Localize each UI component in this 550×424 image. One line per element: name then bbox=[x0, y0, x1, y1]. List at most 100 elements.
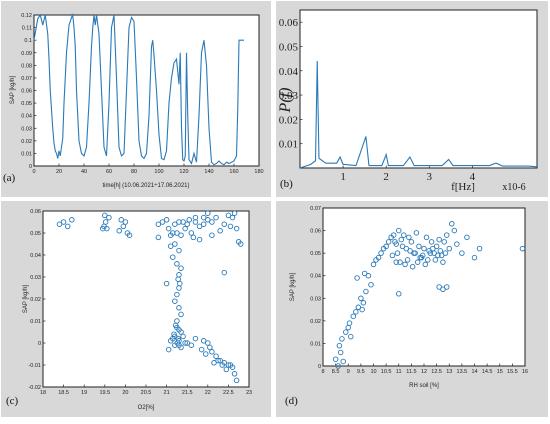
y-tick-label: 0.02 bbox=[30, 297, 41, 303]
data-point bbox=[397, 259, 403, 265]
data-point bbox=[233, 225, 240, 232]
data-point bbox=[229, 214, 236, 221]
data-point bbox=[413, 230, 420, 236]
data-point bbox=[233, 377, 240, 384]
data-point bbox=[120, 223, 127, 230]
data-point bbox=[182, 340, 188, 346]
y-tick-label: 0.11 bbox=[22, 26, 32, 32]
x-tick-label: 15.5 bbox=[507, 369, 518, 375]
data-point bbox=[430, 245, 436, 252]
data-point bbox=[178, 329, 184, 335]
y-tick-label: 0 bbox=[29, 164, 32, 170]
data-point bbox=[519, 245, 526, 252]
panel-d-xlabel: RH soil [%] bbox=[409, 383, 439, 389]
x-tick-label: 11 bbox=[396, 369, 402, 375]
panel-c-letter: (c) bbox=[6, 395, 19, 407]
x-tick-label: 21.5 bbox=[182, 390, 193, 396]
data-point bbox=[221, 221, 228, 227]
data-point bbox=[421, 245, 427, 252]
y-tick-label: 0.07 bbox=[21, 76, 32, 82]
data-point bbox=[178, 311, 184, 318]
y-tick-label: 0.1 bbox=[24, 38, 32, 44]
y-tick-label: 0.06 bbox=[21, 89, 32, 95]
data-point bbox=[209, 232, 215, 238]
data-point bbox=[348, 333, 354, 340]
y-tick-label: -0.01 bbox=[28, 363, 41, 369]
data-point bbox=[56, 221, 63, 227]
data-point bbox=[60, 219, 67, 225]
data-point bbox=[404, 257, 411, 263]
data-point bbox=[155, 221, 162, 227]
data-point bbox=[174, 291, 180, 298]
data-point bbox=[238, 241, 244, 247]
data-point bbox=[159, 219, 166, 225]
y-tick-label: 0.01 bbox=[310, 341, 321, 347]
data-point bbox=[209, 219, 215, 225]
y-tick-label: 0.03 bbox=[279, 90, 299, 102]
data-point bbox=[190, 234, 197, 241]
x-tick-label: 180 bbox=[254, 169, 263, 175]
x-tick-label: 9.5 bbox=[357, 369, 365, 375]
y-tick-label: 0.06 bbox=[310, 229, 321, 235]
data-point bbox=[437, 248, 444, 254]
panel-a-letter: (a) bbox=[3, 172, 16, 184]
series-line-b bbox=[299, 61, 538, 169]
data-point bbox=[172, 298, 178, 304]
data-point bbox=[354, 275, 360, 281]
data-point bbox=[186, 217, 193, 223]
x-tick-label: 19.5 bbox=[99, 390, 110, 396]
x-tick-label: 10 bbox=[370, 369, 376, 375]
data-point bbox=[399, 243, 406, 250]
data-point bbox=[337, 349, 344, 356]
data-point bbox=[443, 232, 450, 238]
data-point bbox=[449, 221, 455, 227]
data-point bbox=[102, 212, 108, 219]
data-point bbox=[165, 225, 172, 232]
data-point bbox=[184, 340, 190, 346]
data-point bbox=[394, 250, 401, 256]
data-point bbox=[227, 223, 234, 230]
data-point bbox=[401, 232, 407, 238]
data-point bbox=[422, 261, 429, 268]
data-point bbox=[340, 358, 346, 365]
data-point bbox=[106, 214, 112, 221]
y-tick-label: 0.07 bbox=[310, 206, 321, 212]
data-point bbox=[167, 243, 174, 249]
data-point bbox=[99, 225, 106, 232]
data-point bbox=[336, 342, 343, 349]
data-point bbox=[229, 364, 236, 370]
data-point bbox=[202, 351, 209, 357]
data-point bbox=[390, 232, 397, 238]
data-point bbox=[217, 357, 223, 364]
data-point bbox=[368, 281, 374, 288]
x-tick-label: 9 bbox=[347, 369, 350, 375]
data-point bbox=[389, 252, 396, 259]
data-point bbox=[231, 371, 238, 377]
data-point bbox=[423, 234, 430, 241]
data-point bbox=[180, 333, 186, 340]
data-point bbox=[188, 342, 195, 348]
data-point bbox=[174, 261, 180, 267]
x-tick-label: 14.5 bbox=[482, 369, 493, 375]
data-point bbox=[192, 335, 199, 342]
data-point bbox=[339, 336, 345, 342]
data-point bbox=[407, 248, 413, 254]
data-point bbox=[414, 259, 421, 265]
y-tick-label: 0.05 bbox=[279, 41, 299, 53]
panel-b-xscale: x10-6 bbox=[502, 182, 525, 193]
x-tick-label: 8.5 bbox=[332, 369, 340, 375]
data-point bbox=[172, 221, 178, 227]
data-point bbox=[172, 241, 178, 247]
y-tick-label: 0.05 bbox=[310, 251, 321, 257]
data-point bbox=[155, 234, 162, 241]
y-tick-label: 0.06 bbox=[279, 17, 299, 29]
data-point bbox=[174, 230, 180, 236]
data-point bbox=[217, 228, 223, 234]
data-point bbox=[383, 243, 389, 250]
panel-b-ylabel: P(f) bbox=[277, 88, 294, 114]
y-tick-label: 0.04 bbox=[279, 66, 299, 78]
x-tick-label: 160 bbox=[229, 169, 238, 175]
x-tick-label: 23 bbox=[246, 390, 252, 396]
panel-a-ylabel: SAP [kg/h] bbox=[10, 76, 16, 105]
